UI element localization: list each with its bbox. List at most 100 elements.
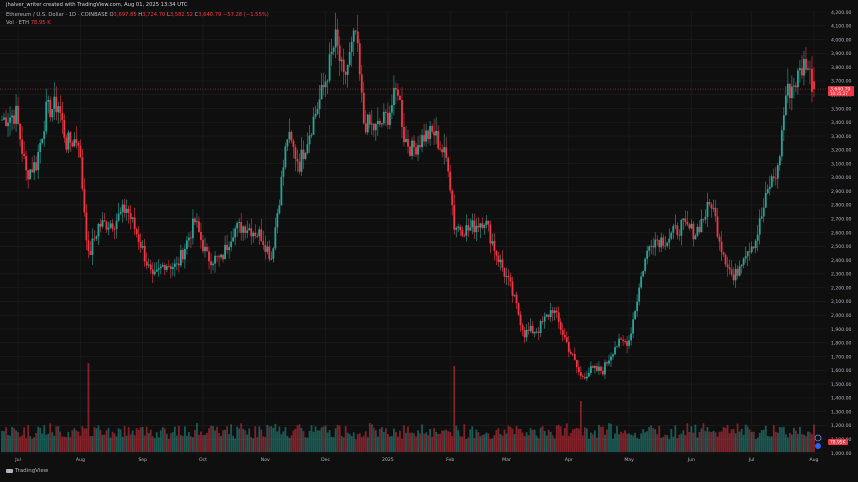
volume-bar xyxy=(330,436,333,452)
volume-bar xyxy=(282,431,285,452)
candle-body xyxy=(276,213,279,228)
volume-bar xyxy=(192,437,194,452)
volume-bar xyxy=(125,435,128,452)
volume-bar xyxy=(728,433,731,452)
volume-bar xyxy=(469,429,472,452)
candle-body xyxy=(326,80,329,82)
volume-bar xyxy=(581,435,584,452)
candle-body xyxy=(125,208,128,213)
candle-body xyxy=(541,321,544,322)
volume-bar xyxy=(658,425,661,452)
candle-body xyxy=(411,140,413,156)
volume-bar xyxy=(204,435,206,452)
candle-body xyxy=(579,372,582,377)
candle-body xyxy=(403,126,405,143)
tradingview-logo[interactable]: TradingView xyxy=(6,468,48,474)
candle-body xyxy=(592,366,594,368)
candle-body xyxy=(179,249,182,266)
volume-bar xyxy=(684,435,687,452)
candle-body xyxy=(198,221,200,233)
volume-bar xyxy=(320,427,323,452)
candle-body xyxy=(143,245,146,262)
candle-body xyxy=(433,131,436,136)
candle-body xyxy=(634,311,637,320)
candle-body xyxy=(776,165,779,179)
candle-body xyxy=(222,254,224,260)
candle-body xyxy=(778,156,781,166)
candle-body xyxy=(316,109,319,114)
candle-body xyxy=(139,242,142,248)
volume-bar xyxy=(11,426,13,452)
price-axis-label: 4,100.00 xyxy=(831,24,852,30)
volume-bar xyxy=(577,428,580,452)
candle-body xyxy=(393,87,395,106)
candle-body xyxy=(415,147,417,155)
volume-bar xyxy=(523,435,526,452)
volume-bar xyxy=(606,429,608,452)
candle-body xyxy=(698,226,701,233)
volume-bar xyxy=(642,429,645,452)
candle-body xyxy=(477,225,480,228)
volume-bar xyxy=(183,426,186,452)
volume-bar xyxy=(742,435,745,452)
candle-body xyxy=(87,240,90,251)
volume-bar xyxy=(284,427,287,452)
volume-bar xyxy=(264,437,267,452)
volume-bar xyxy=(105,430,108,452)
candle-body xyxy=(774,178,777,179)
candle-body xyxy=(39,142,42,152)
volume-bar xyxy=(543,430,546,452)
candle-body xyxy=(181,249,184,260)
volume-bar xyxy=(632,435,635,452)
candle-body xyxy=(224,244,226,260)
volume-bar xyxy=(179,435,182,452)
candle-body xyxy=(165,266,168,270)
volume-bar xyxy=(274,423,277,452)
candle-body xyxy=(360,74,363,93)
candle-body xyxy=(384,111,387,113)
candle-body xyxy=(320,84,323,100)
volume-bar xyxy=(557,424,560,452)
volume-bar xyxy=(594,430,596,452)
candle-body xyxy=(240,222,243,233)
volume-bar xyxy=(292,430,295,452)
volume-bar xyxy=(131,430,134,452)
price-axis-label: 1,500.00 xyxy=(831,382,852,388)
current-price-tag xyxy=(828,86,854,97)
volume-bar xyxy=(300,427,303,452)
volume-bar xyxy=(610,423,612,452)
volume-bar xyxy=(352,432,355,452)
volume-bar xyxy=(589,432,592,452)
volume-bar xyxy=(248,428,251,452)
volume-bar xyxy=(453,366,456,452)
volume-bar xyxy=(704,431,707,452)
candle-body xyxy=(752,246,755,248)
candle-body xyxy=(421,135,423,148)
candle-body xyxy=(684,218,687,222)
candle-body xyxy=(722,252,725,255)
candle-body xyxy=(807,68,809,70)
candle-body xyxy=(616,346,618,348)
candle-body xyxy=(694,235,697,240)
candle-body xyxy=(358,43,361,75)
volume-bar xyxy=(252,438,255,452)
candle-body xyxy=(587,372,590,377)
volume-bar xyxy=(805,436,807,452)
price-axis-label: 2,000.00 xyxy=(831,313,852,319)
candle-body xyxy=(356,31,359,44)
volume-bar xyxy=(354,439,357,452)
candle-body xyxy=(41,138,44,143)
candle-body xyxy=(133,217,136,229)
volume-bar xyxy=(716,436,719,452)
volume-bar xyxy=(41,433,44,452)
candle-body xyxy=(13,115,15,124)
candle-body xyxy=(718,236,721,242)
candle-body xyxy=(459,226,462,231)
volume-bar xyxy=(545,435,548,452)
volume-bar xyxy=(218,433,220,452)
candle-body xyxy=(658,240,661,248)
volume-bar xyxy=(750,431,753,452)
candle-body xyxy=(563,334,566,338)
